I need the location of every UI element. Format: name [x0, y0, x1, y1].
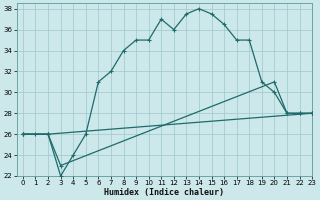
X-axis label: Humidex (Indice chaleur): Humidex (Indice chaleur): [104, 188, 224, 197]
